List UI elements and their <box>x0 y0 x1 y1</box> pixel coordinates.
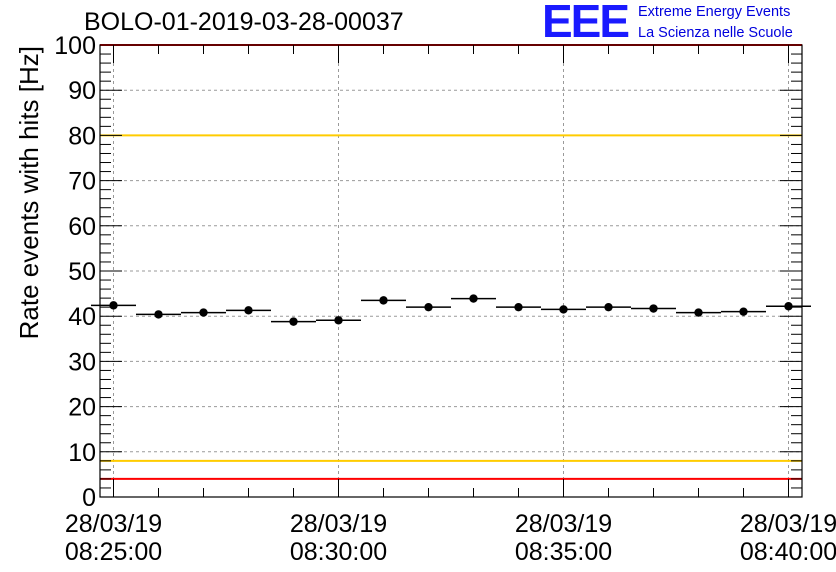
data-point <box>694 308 703 317</box>
data-point <box>739 307 748 316</box>
y-tick-label: 40 <box>68 303 96 331</box>
y-tick-label: 90 <box>68 77 96 105</box>
data-point <box>424 302 433 312</box>
eee-logo: EEE Extreme Energy Events La Scienza nel… <box>542 0 832 47</box>
x-tick-label-time: 08:35:00 <box>515 538 612 566</box>
y-tick-label: 20 <box>68 394 96 422</box>
data-point <box>379 296 388 305</box>
y-tick-label: 80 <box>68 122 96 150</box>
data-points <box>91 294 811 326</box>
data-point <box>784 302 793 311</box>
data-point <box>334 316 343 325</box>
x-tick-label-date: 28/03/19 <box>515 510 612 538</box>
y-tick-label: 70 <box>68 168 96 196</box>
data-point <box>559 305 568 314</box>
x-tick-labels: 28/03/1908:25:0028/03/1908:30:0028/03/19… <box>65 510 836 566</box>
y-axis-title: Rate events with hits [Hz] <box>14 46 44 339</box>
data-point <box>244 306 253 315</box>
eee-logo-mark: EEE <box>542 0 630 47</box>
data-point <box>514 302 523 312</box>
data-point <box>199 308 208 317</box>
y-tick-label: 10 <box>68 439 96 467</box>
y-tick-label: 50 <box>68 258 96 286</box>
y-tick-label: 0 <box>82 484 96 512</box>
y-tick-labels: 0 10 20 30 40 50 60 70 80 90 100 <box>54 32 96 512</box>
data-point <box>109 301 118 310</box>
reference-lines <box>100 44 802 480</box>
x-tick-label-time: 08:25:00 <box>65 538 162 566</box>
data-point <box>154 310 163 319</box>
chart-title: BOLO-01-2019-03-28-00037 <box>84 8 404 36</box>
x-tick-label-time: 08:30:00 <box>290 538 387 566</box>
axis-ticks <box>100 44 802 498</box>
y-tick-label: 100 <box>54 32 96 60</box>
data-point <box>604 302 613 312</box>
logo-line-1: Extreme Energy Events <box>638 4 791 20</box>
data-point <box>649 304 658 313</box>
y-tick-label: 60 <box>68 213 96 241</box>
logo-line-2: La Scienza nelle Scuole <box>638 25 793 41</box>
x-tick-label-date: 28/03/19 <box>740 510 836 538</box>
x-tick-label-date: 28/03/19 <box>65 510 162 538</box>
x-tick-label-date: 28/03/19 <box>290 510 387 538</box>
data-point <box>469 294 478 303</box>
data-point <box>289 317 298 326</box>
grid-layer <box>100 45 802 497</box>
y-tick-label: 30 <box>68 348 96 376</box>
x-tick-label-time: 08:40:00 <box>740 538 836 566</box>
